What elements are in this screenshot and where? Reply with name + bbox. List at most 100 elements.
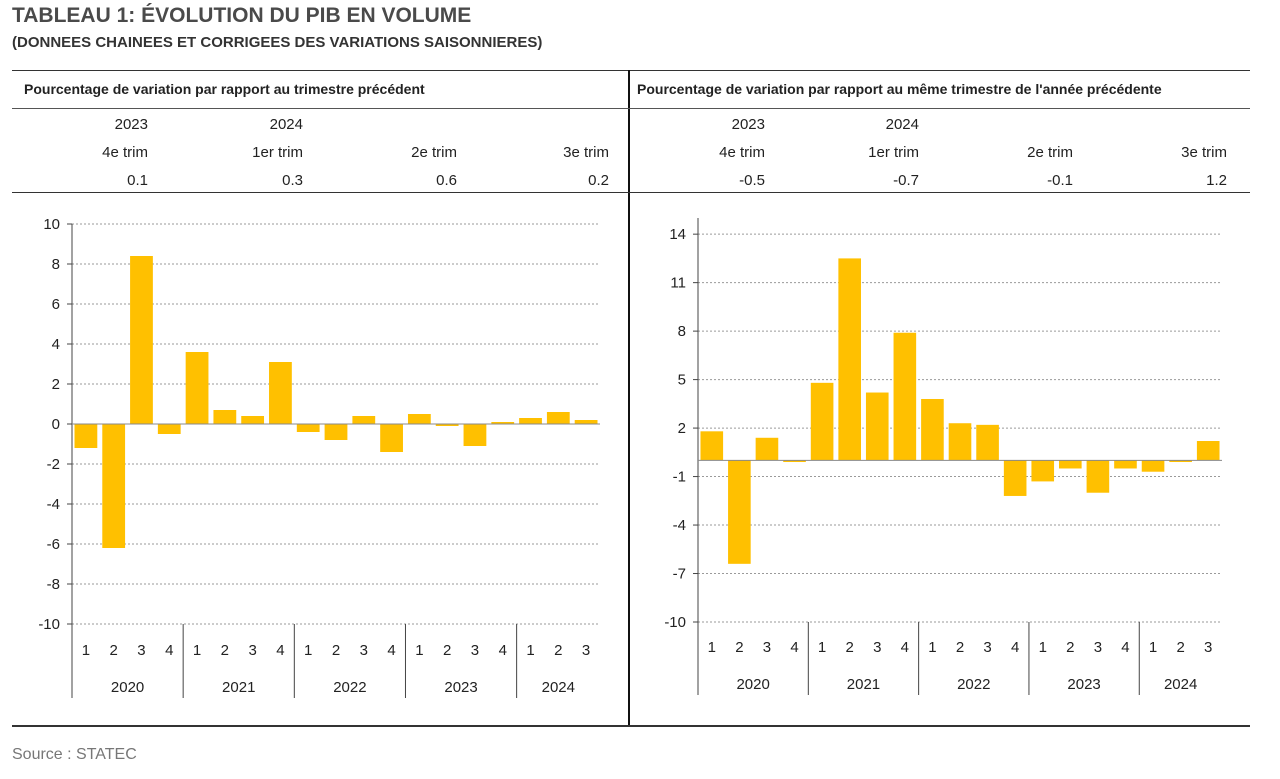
y-tick-label: -1	[673, 469, 686, 486]
x-quarter-label: 1	[82, 642, 90, 659]
summary-quarter: 3e trim	[1181, 144, 1227, 161]
summary-value: -0.5	[739, 172, 765, 189]
x-year-label: 2021	[222, 679, 255, 696]
summary-rule	[629, 192, 1250, 193]
x-quarter-label: 1	[415, 642, 423, 659]
x-quarter-label: 4	[901, 639, 909, 656]
y-tick-label: 0	[52, 416, 60, 433]
x-quarter-label: 1	[304, 642, 312, 659]
y-tick-label: 2	[52, 376, 60, 393]
x-quarter-label: 2	[221, 642, 229, 659]
x-quarter-label: 2	[1176, 639, 1184, 656]
bar	[893, 332, 917, 461]
bar	[407, 414, 431, 424]
bar	[976, 424, 999, 461]
y-tick-label: -4	[673, 517, 686, 534]
summary-value: 0.6	[436, 172, 457, 189]
x-quarter-label: 3	[983, 639, 991, 656]
x-year-label: 2023	[444, 679, 477, 696]
x-quarter-label: 2	[735, 639, 743, 656]
x-quarter-label: 1	[928, 639, 936, 656]
panel-header: Pourcentage de variation par rapport au …	[629, 70, 1250, 109]
y-tick-label: -4	[47, 496, 60, 513]
bar	[269, 362, 292, 424]
summary-year: 2023	[114, 116, 148, 133]
bar	[783, 460, 806, 463]
bar	[296, 424, 320, 432]
x-quarter-label: 2	[110, 642, 118, 659]
x-year-label: 2020	[736, 676, 769, 693]
bar	[755, 437, 779, 461]
x-quarter-label: 1	[1149, 639, 1157, 656]
summary-value: -0.7	[893, 172, 919, 189]
x-quarter-label: 2	[332, 642, 340, 659]
x-quarter-label: 1	[1039, 639, 1047, 656]
bar	[1003, 460, 1027, 496]
x-quarter-label: 4	[165, 642, 173, 659]
y-tick-label: -6	[47, 536, 60, 553]
x-quarter-label: 4	[1011, 639, 1019, 656]
bar	[1141, 460, 1165, 472]
bar	[1086, 460, 1110, 493]
summary-year: 2024	[269, 116, 303, 133]
x-quarter-label: 3	[763, 639, 771, 656]
bar	[1059, 460, 1082, 469]
summary-year: 2023	[731, 116, 765, 133]
summary-year: 2024	[885, 116, 919, 133]
bar	[1169, 460, 1192, 463]
x-year-label: 2023	[1067, 676, 1100, 693]
y-tick-label: 5	[678, 372, 686, 389]
x-quarter-label: 4	[1121, 639, 1129, 656]
bar	[463, 424, 487, 446]
y-tick-label: -10	[38, 616, 60, 633]
panel-header: Pourcentage de variation par rapport au …	[12, 70, 629, 109]
y-tick-label: 10	[43, 216, 60, 233]
x-quarter-label: 4	[387, 642, 395, 659]
x-year-label: 2022	[333, 679, 366, 696]
bar	[157, 424, 181, 434]
x-quarter-label: 1	[818, 639, 826, 656]
page-title: TABLEAU 1: ÉVOLUTION DU PIB EN VOLUME	[12, 4, 472, 27]
bar	[1031, 460, 1055, 482]
x-quarter-label: 3	[471, 642, 479, 659]
x-quarter-label: 3	[582, 642, 590, 659]
summary-value: -0.1	[1047, 172, 1073, 189]
bar	[435, 424, 459, 426]
x-quarter-label: 3	[137, 642, 145, 659]
x-quarter-label: 3	[873, 639, 881, 656]
x-year-label: 2022	[957, 676, 990, 693]
bar	[921, 398, 944, 461]
x-year-label: 2020	[111, 679, 144, 696]
panel-divider	[628, 70, 630, 726]
bar	[74, 424, 98, 448]
summary-rule	[12, 192, 629, 193]
bar	[130, 256, 153, 424]
bar	[574, 420, 598, 424]
bar	[546, 412, 570, 424]
bar	[519, 418, 542, 424]
source-note: Source : STATEC	[12, 746, 137, 763]
yoy-bar-chart: 14 11 8 5 2 -1 -4 -7 -10 1 2 3 4 1 2 3 4 1 2 3 4 1 2 3 4 1 2 3 2020 2…	[664, 218, 1222, 695]
y-tick-label: 6	[52, 296, 60, 313]
x-quarter-label: 2	[956, 639, 964, 656]
bar	[838, 258, 861, 461]
x-quarter-label: 1	[193, 642, 201, 659]
bar	[700, 431, 724, 461]
y-tick-label: 8	[52, 256, 60, 273]
x-year-label: 2024	[1164, 676, 1197, 693]
summary-value: 0.2	[588, 172, 609, 189]
summary-quarter: 4e trim	[102, 144, 148, 161]
x-year-label: 2024	[542, 679, 575, 696]
bar	[241, 416, 265, 424]
bar	[728, 460, 751, 564]
bar	[352, 416, 376, 424]
qoq-bar-chart: 10 8 6 4 2 0 -2 -4 -6 -8 -10 1 2 3 4 1 2 3 4 1 2 3 4 1 2 3 4 1 2 3 202…	[38, 216, 600, 698]
y-tick-label: 14	[669, 226, 686, 243]
summary-quarter: 2e trim	[411, 144, 457, 161]
x-quarter-label: 2	[846, 639, 854, 656]
y-tick-label: -8	[47, 576, 60, 593]
bar	[948, 423, 972, 461]
x-quarter-label: 3	[248, 642, 256, 659]
y-tick-label: -2	[47, 456, 60, 473]
bar	[324, 424, 348, 440]
